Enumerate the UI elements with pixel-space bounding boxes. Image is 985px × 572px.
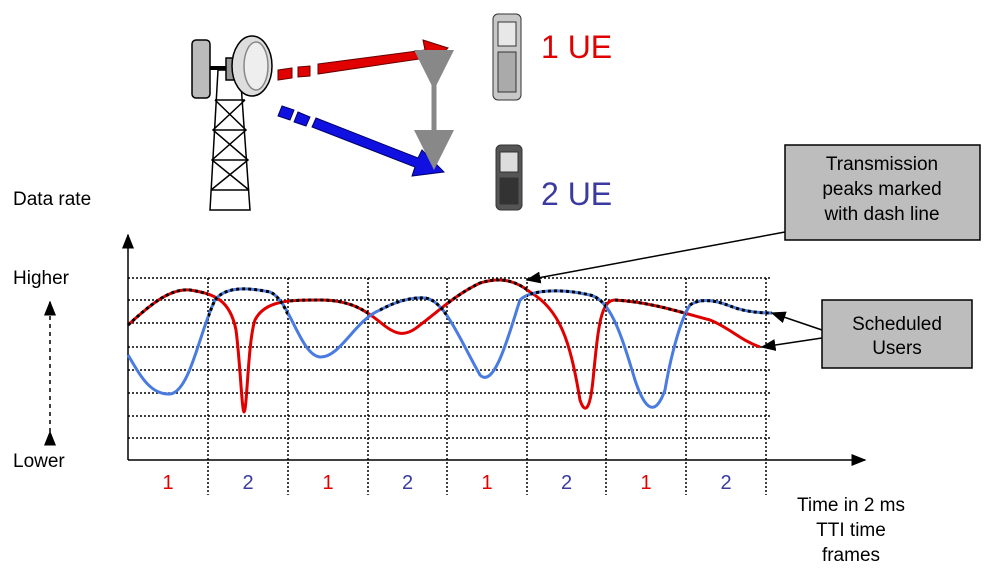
x-axis-title: Time in 2 ms TTI time frames	[797, 495, 905, 566]
tower-icon	[192, 36, 272, 210]
slot-label: 1	[640, 472, 651, 494]
callout-arrow	[527, 232, 785, 280]
text-line: peaks marked	[822, 179, 941, 200]
slot-label: 1	[481, 472, 492, 494]
phone-icons	[493, 14, 522, 210]
slot-label: 2	[720, 472, 731, 494]
text-line: Users	[872, 338, 922, 359]
slot-label: 1	[322, 472, 333, 494]
lower-label: Lower	[13, 451, 65, 472]
slot-label: 2	[561, 472, 572, 494]
slot-label: 1	[162, 472, 173, 494]
callout-arrow	[762, 338, 822, 347]
ue1-label: 1 UE	[541, 29, 612, 65]
text-line: frames	[822, 545, 880, 566]
slot-label: 2	[402, 472, 413, 494]
diagram: 1 UE 2 UE Data rate Higher Lower 1 2 1 2 1 2 1…	[0, 0, 985, 572]
text-line: Transmission	[826, 154, 938, 175]
higher-label: Higher	[13, 268, 70, 289]
ue2-label: 2 UE	[541, 176, 612, 212]
text-line: Time in 2 ms	[797, 495, 905, 516]
signal-arrows	[278, 40, 448, 176]
text-line: TTI time	[816, 520, 886, 541]
peaks-callout-text: Transmission peaks marked with dash line	[822, 154, 941, 225]
y-axis-title: Data rate	[13, 189, 91, 210]
text-line: Scheduled	[852, 314, 942, 335]
text-line: with dash line	[823, 204, 939, 225]
callout-arrow	[772, 313, 822, 330]
slot-label: 2	[242, 472, 253, 494]
peak-dash-line	[128, 280, 772, 392]
